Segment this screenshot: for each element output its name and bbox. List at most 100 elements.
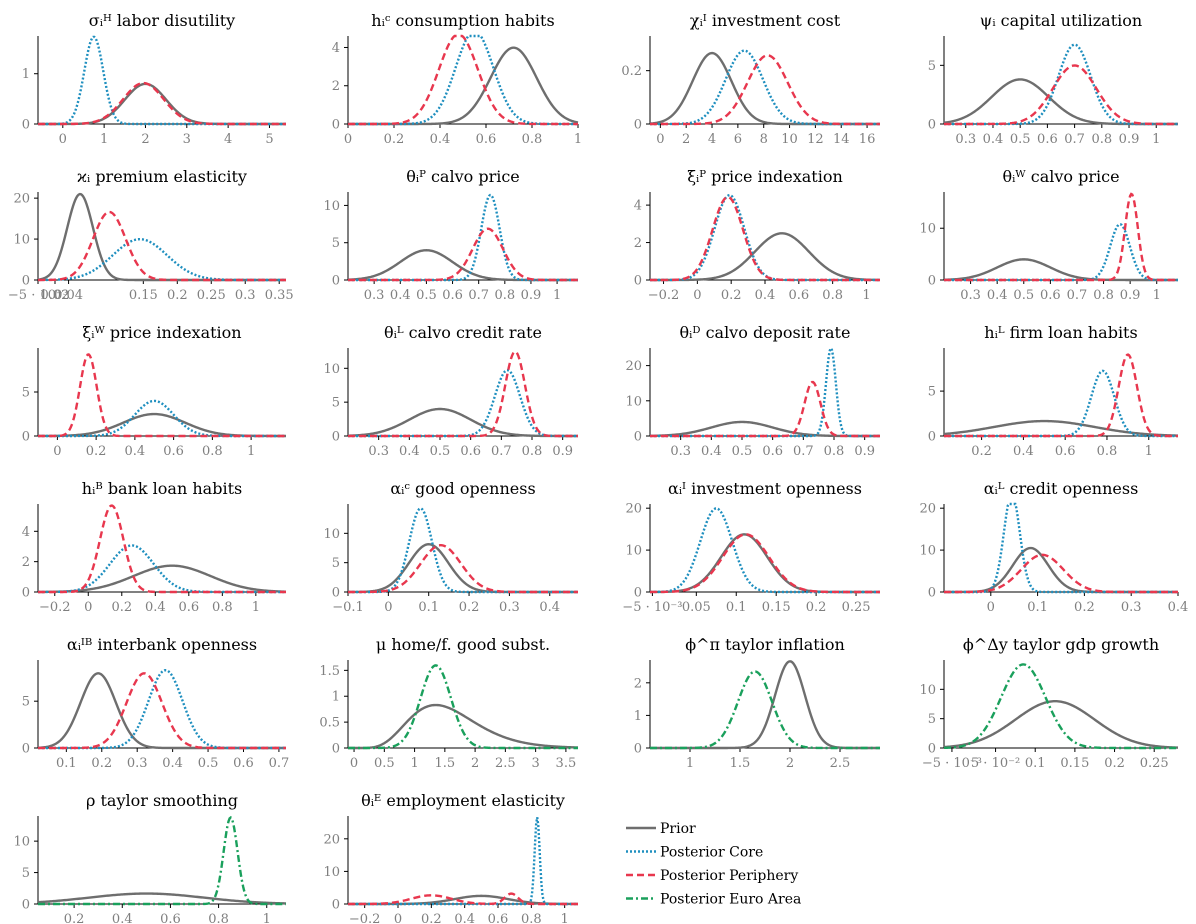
series-line-prior (348, 703, 579, 750)
x-tick-label: 0.04 (54, 288, 83, 303)
y-tick-label: 0 (22, 586, 30, 601)
y-tick-label: 0 (332, 742, 340, 757)
panel-title: θᵢᴸ calvo credit rate (384, 323, 542, 342)
series-line-core (650, 193, 880, 282)
x-tick-label: 2 (471, 756, 479, 771)
series-line-core (38, 35, 286, 126)
series-line-prior (943, 78, 1178, 126)
x-tick-label: 0.6 (488, 912, 509, 924)
panel-4: ψᵢ capital utilization 0.3 0.4 0.5 0.6 0.7 0.8… (928, 11, 1178, 147)
series-line-periphery (650, 54, 880, 126)
x-tick-label: 0.5 (416, 288, 437, 303)
x-tick-label: 0.3 (368, 444, 389, 459)
x-tick-label: 0.02 (41, 288, 70, 303)
y-tick-label: 20 (625, 359, 642, 374)
x-tick-label: 0 (53, 444, 61, 459)
y-tick-label: 20 (13, 192, 30, 207)
x-tick-label: 5 · 10⁻² (971, 756, 1020, 771)
panel-18: μ home/f. good subst. 0 0.5 1 1.5 2 2.5 3 3.5 0 0.… (319, 635, 579, 771)
x-tick-label: 0.2 (64, 912, 85, 924)
series-line-prior (37, 192, 286, 282)
x-tick-label: 14 (833, 132, 850, 147)
series-line-periphery (38, 672, 286, 750)
y-tick-label: 5 (22, 695, 30, 710)
y-tick-label: 0 (928, 742, 936, 757)
series-line-core (38, 399, 286, 438)
x-tick-label: 1 (263, 912, 271, 924)
x-tick-label: 0 (394, 912, 402, 924)
x-tick-label: 3 (531, 756, 539, 771)
x-tick-label: 6 (734, 132, 742, 147)
x-tick-label: 0.3 (1121, 600, 1142, 615)
panel-title: αᵢᴵ investment openness (668, 479, 862, 498)
y-tick-label: 10 (13, 233, 30, 248)
x-tick-label: 1 (247, 444, 255, 459)
x-tick-label: 0.8 (824, 444, 845, 459)
series-line-prior (347, 249, 578, 282)
y-tick-label: 20 (919, 502, 936, 517)
y-tick-label: 1 (634, 709, 642, 724)
x-tick-label: 0.3 (127, 756, 148, 771)
panel-title: hᵢᴮ bank loan habits (82, 479, 242, 498)
y-tick-label: 1 (332, 690, 340, 705)
series-line-core (348, 34, 578, 126)
panel-title: θᵢᴱ employment elasticity (361, 791, 565, 810)
x-tick-label: 1.5 (730, 756, 751, 771)
series-line-ea (38, 815, 286, 906)
series-line-periphery (348, 34, 578, 126)
y-tick-label: 10 (323, 199, 340, 214)
panel-title: ϰᵢ premium elasticity (77, 167, 247, 186)
series-line-core (944, 369, 1178, 438)
panel-title: ϕ^Δy taylor gdp growth (963, 635, 1159, 654)
x-tick-label: 1 (1145, 444, 1153, 459)
series-line-periphery (944, 553, 1178, 594)
y-tick-label: 10 (919, 683, 936, 698)
x-tick-label: 0.5 (1013, 288, 1034, 303)
x-tick-label: 0.4 (390, 288, 411, 303)
y-tick-label: 0 (332, 118, 340, 133)
y-tick-label: 0.2 (621, 64, 642, 79)
x-tick-label: 3 (183, 132, 191, 147)
x-tick-label: 0.6 (233, 756, 254, 771)
panel-title: αᵢᶜ good openness (390, 479, 535, 498)
y-tick-label: 20 (625, 502, 642, 517)
x-tick-label: 0.5 (374, 756, 395, 771)
x-tick-label: 0.7 (793, 444, 814, 459)
x-tick-label: 0.15 (129, 288, 158, 303)
x-tick-label: 0.2 (1104, 756, 1125, 771)
x-tick-label: 0.8 (494, 288, 515, 303)
series-line-prior (650, 232, 881, 282)
x-tick-label: 0.7 (468, 288, 489, 303)
panel-title: ϕ^π taylor inflation (685, 635, 845, 654)
panel-19: ϕ^π taylor inflation 1 1.5 2 2.5 0 1 2 (634, 635, 880, 771)
series-line-prior (650, 660, 880, 750)
x-tick-label: 1 (100, 132, 108, 147)
y-tick-label: 10 (13, 835, 30, 850)
x-tick-label: 0.2 (971, 444, 992, 459)
x-tick-label: 0.1 (1027, 600, 1048, 615)
y-tick-label: 5 (22, 386, 30, 401)
y-tick-label: 0 (22, 430, 30, 445)
x-tick-label: 0.8 (521, 912, 542, 924)
panel-title: ξᵢᵂ price indexation (82, 323, 241, 342)
y-tick-label: 2 (634, 676, 642, 691)
y-tick-label: 5 (928, 712, 936, 727)
series-line-core (650, 507, 880, 594)
panel-title: σᵢᴴ labor disutility (89, 11, 235, 30)
x-tick-label: 16 (859, 132, 876, 147)
x-tick-label: 0.3 (235, 288, 256, 303)
x-tick-label: 0.4 (162, 756, 183, 771)
x-tick-label: 0.8 (1091, 132, 1112, 147)
series-line-prior (37, 672, 286, 750)
x-tick-label: 1 (1152, 132, 1160, 147)
x-tick-label: 2.5 (830, 756, 851, 771)
x-tick-label: 0.4 (454, 912, 475, 924)
series-line-periphery (944, 192, 1178, 282)
y-tick-label: 5 (332, 556, 340, 571)
x-tick-label: 0.8 (208, 912, 229, 924)
x-tick-label: 0.8 (1097, 444, 1118, 459)
series-line-core (650, 49, 880, 126)
series-line-prior (649, 51, 880, 126)
y-tick-label: 10 (919, 222, 936, 237)
x-tick-label: 0.2 (421, 912, 442, 924)
